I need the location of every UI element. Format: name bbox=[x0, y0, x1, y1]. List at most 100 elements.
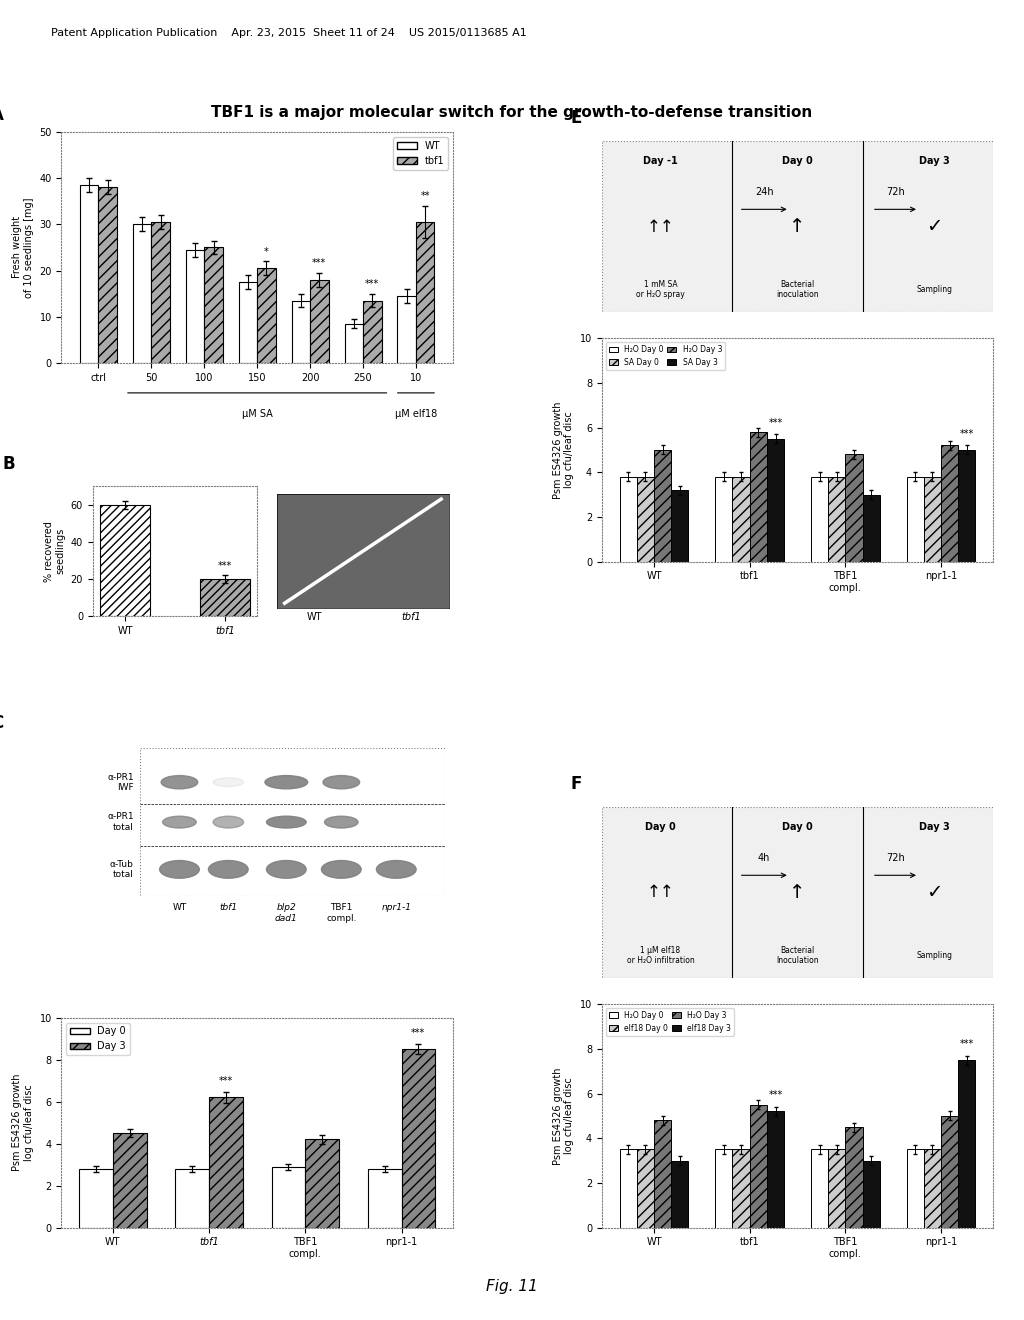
Bar bbox=[205, 247, 223, 363]
Text: ✓: ✓ bbox=[927, 216, 943, 236]
Text: 72h: 72h bbox=[886, 853, 905, 863]
Text: F: F bbox=[570, 775, 582, 793]
Text: 1 μM elf18
or H₂O infiltration: 1 μM elf18 or H₂O infiltration bbox=[627, 946, 694, 965]
Bar bbox=[368, 1168, 401, 1228]
Bar bbox=[175, 1168, 209, 1228]
Text: A: A bbox=[0, 107, 4, 124]
Ellipse shape bbox=[266, 816, 306, 828]
Bar bbox=[98, 187, 117, 363]
Text: μM elf18: μM elf18 bbox=[395, 409, 437, 418]
Bar bbox=[941, 1115, 958, 1228]
Text: TBF1 is a major molecular switch for the growth-to-defense transition: TBF1 is a major molecular switch for the… bbox=[211, 104, 813, 120]
Ellipse shape bbox=[209, 861, 248, 878]
Bar bbox=[239, 282, 257, 363]
Text: TBF1
compl.: TBF1 compl. bbox=[326, 903, 356, 923]
Text: Day 3: Day 3 bbox=[920, 156, 950, 165]
Ellipse shape bbox=[377, 861, 416, 878]
Y-axis label: Psm ES4326 growth
log cfu/leaf disc: Psm ES4326 growth log cfu/leaf disc bbox=[553, 1067, 574, 1164]
Text: 1 mM SA
or H₂O spray: 1 mM SA or H₂O spray bbox=[636, 280, 685, 300]
Text: Bacterial
inoculation: Bacterial inoculation bbox=[776, 280, 819, 300]
Bar bbox=[941, 445, 958, 561]
Bar bbox=[364, 301, 382, 363]
Text: ***: *** bbox=[768, 1090, 782, 1101]
Bar bbox=[958, 450, 976, 561]
Text: tbf1: tbf1 bbox=[219, 903, 238, 912]
Text: ↑: ↑ bbox=[790, 883, 806, 902]
Y-axis label: % recovered
seedlings: % recovered seedlings bbox=[43, 520, 66, 582]
Y-axis label: Psm ES4326 growth
log cfu/leaf disc: Psm ES4326 growth log cfu/leaf disc bbox=[553, 401, 574, 499]
Bar bbox=[828, 1150, 846, 1228]
Text: Day 3: Day 3 bbox=[920, 821, 950, 832]
Bar bbox=[209, 1097, 243, 1228]
Text: ***: *** bbox=[959, 429, 974, 438]
Bar bbox=[924, 477, 941, 561]
Text: ***: *** bbox=[412, 1028, 425, 1038]
Bar bbox=[811, 1150, 828, 1228]
Bar bbox=[906, 477, 924, 561]
Bar bbox=[152, 222, 170, 363]
Text: 72h: 72h bbox=[886, 187, 905, 197]
Y-axis label: Fresh weight
of 10 seedlings [mg]: Fresh weight of 10 seedlings [mg] bbox=[12, 197, 34, 298]
Ellipse shape bbox=[160, 861, 200, 878]
Text: Bacterial
Inoculation: Bacterial Inoculation bbox=[776, 946, 819, 965]
Bar bbox=[416, 222, 434, 363]
Ellipse shape bbox=[266, 861, 306, 878]
Text: Sampling: Sampling bbox=[916, 950, 952, 960]
Text: ***: *** bbox=[366, 279, 380, 289]
Ellipse shape bbox=[161, 776, 198, 789]
Text: blp2
dad1: blp2 dad1 bbox=[275, 903, 298, 923]
Text: B: B bbox=[3, 455, 15, 473]
Bar bbox=[958, 1060, 976, 1228]
Bar bbox=[767, 438, 784, 561]
Bar bbox=[113, 1133, 146, 1228]
Text: 4h: 4h bbox=[758, 853, 770, 863]
Bar bbox=[310, 280, 329, 363]
Bar bbox=[906, 1150, 924, 1228]
Bar bbox=[397, 296, 416, 363]
Bar bbox=[344, 323, 364, 363]
Bar bbox=[620, 1150, 637, 1228]
Bar bbox=[305, 1139, 339, 1228]
Text: ***: *** bbox=[218, 561, 232, 572]
Bar bbox=[732, 1150, 750, 1228]
Text: Patent Application Publication    Apr. 23, 2015  Sheet 11 of 24    US 2015/01136: Patent Application Publication Apr. 23, … bbox=[51, 28, 527, 38]
Bar bbox=[750, 432, 767, 561]
Bar bbox=[846, 454, 862, 561]
Text: Day -1: Day -1 bbox=[643, 156, 678, 165]
Bar bbox=[715, 1150, 732, 1228]
Ellipse shape bbox=[163, 816, 197, 828]
Text: *: * bbox=[264, 247, 269, 256]
Text: WT: WT bbox=[172, 903, 186, 912]
Text: ↑: ↑ bbox=[790, 216, 806, 236]
Bar bbox=[862, 1160, 880, 1228]
Bar bbox=[620, 477, 637, 561]
Bar bbox=[200, 579, 250, 616]
Text: ↑↑: ↑↑ bbox=[646, 218, 675, 235]
Legend: Day 0, Day 3: Day 0, Day 3 bbox=[67, 1023, 130, 1055]
Text: μM SA: μM SA bbox=[242, 409, 272, 418]
Y-axis label: Psm ES4326 growth
log cfu/leaf disc: Psm ES4326 growth log cfu/leaf disc bbox=[12, 1074, 34, 1171]
Bar bbox=[846, 1127, 862, 1228]
Bar bbox=[257, 268, 275, 363]
Text: α-Tub
total: α-Tub total bbox=[110, 859, 134, 879]
Text: E: E bbox=[570, 110, 582, 128]
Text: **: ** bbox=[421, 191, 430, 201]
Ellipse shape bbox=[323, 776, 359, 789]
Bar bbox=[671, 1160, 688, 1228]
Bar bbox=[828, 477, 846, 561]
Bar bbox=[271, 1167, 305, 1228]
Text: Day 0: Day 0 bbox=[782, 821, 813, 832]
Text: ***: *** bbox=[768, 417, 782, 428]
Text: WT: WT bbox=[307, 612, 323, 622]
Bar bbox=[185, 249, 205, 363]
Bar bbox=[292, 301, 310, 363]
Bar bbox=[79, 1168, 113, 1228]
Ellipse shape bbox=[213, 777, 244, 787]
Text: C: C bbox=[0, 714, 3, 733]
Text: 24h: 24h bbox=[755, 187, 773, 197]
Text: ***: *** bbox=[312, 259, 327, 268]
Bar bbox=[750, 1105, 767, 1228]
Text: α-PR1
IWF: α-PR1 IWF bbox=[108, 772, 134, 792]
Text: ***: *** bbox=[219, 1076, 233, 1086]
Text: Day 0: Day 0 bbox=[782, 156, 813, 165]
